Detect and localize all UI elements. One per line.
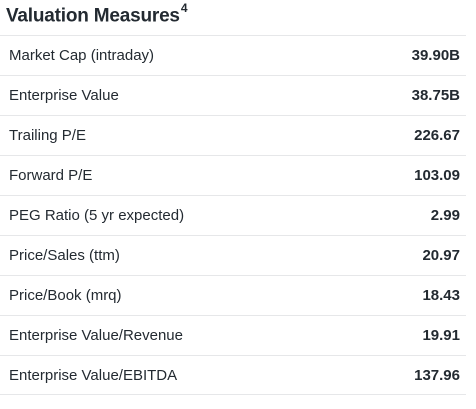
row-value: 38.75B: [411, 87, 460, 104]
row-label: Price/Book (mrq): [9, 287, 122, 304]
table-row: Enterprise Value 38.75B: [0, 75, 466, 115]
row-value: 137.96: [414, 367, 460, 384]
table-row: PEG Ratio (5 yr expected) 2.99: [0, 195, 466, 235]
table-row: Enterprise Value/EBITDA 137.96: [0, 355, 466, 395]
table-row: Forward P/E 103.09: [0, 155, 466, 195]
row-label: Enterprise Value: [9, 87, 119, 104]
row-label: Market Cap (intraday): [9, 47, 155, 64]
row-label: Price/Sales (ttm): [9, 247, 120, 264]
section-title: Valuation Measures4: [6, 1, 188, 27]
table-row: Price/Book (mrq) 18.43: [0, 275, 466, 315]
row-label: Enterprise Value/Revenue: [9, 327, 183, 344]
row-label: Forward P/E: [9, 167, 93, 184]
row-value: 226.67: [414, 127, 460, 144]
table-row: Trailing P/E 226.67: [0, 115, 466, 155]
row-label: PEG Ratio (5 yr expected): [9, 207, 185, 224]
row-value: 20.97: [422, 247, 460, 264]
row-value: 39.90B: [411, 47, 460, 64]
table-row: Market Cap (intraday) 39.90B: [0, 35, 466, 75]
row-value: 2.99: [430, 207, 460, 224]
row-label: Enterprise Value/EBITDA: [9, 367, 178, 384]
row-label: Trailing P/E: [9, 127, 86, 144]
valuation-table: Market Cap (intraday) 39.90B Enterprise …: [0, 35, 466, 395]
row-value: 18.43: [422, 287, 460, 304]
table-row: Price/Sales (ttm) 20.97: [0, 235, 466, 275]
row-value: 103.09: [414, 167, 460, 184]
section-title-text: Valuation Measures: [6, 5, 180, 27]
table-row: Enterprise Value/Revenue 19.91: [0, 315, 466, 355]
row-value: 19.91: [422, 327, 460, 344]
footnote-marker[interactable]: 4: [180, 1, 188, 15]
